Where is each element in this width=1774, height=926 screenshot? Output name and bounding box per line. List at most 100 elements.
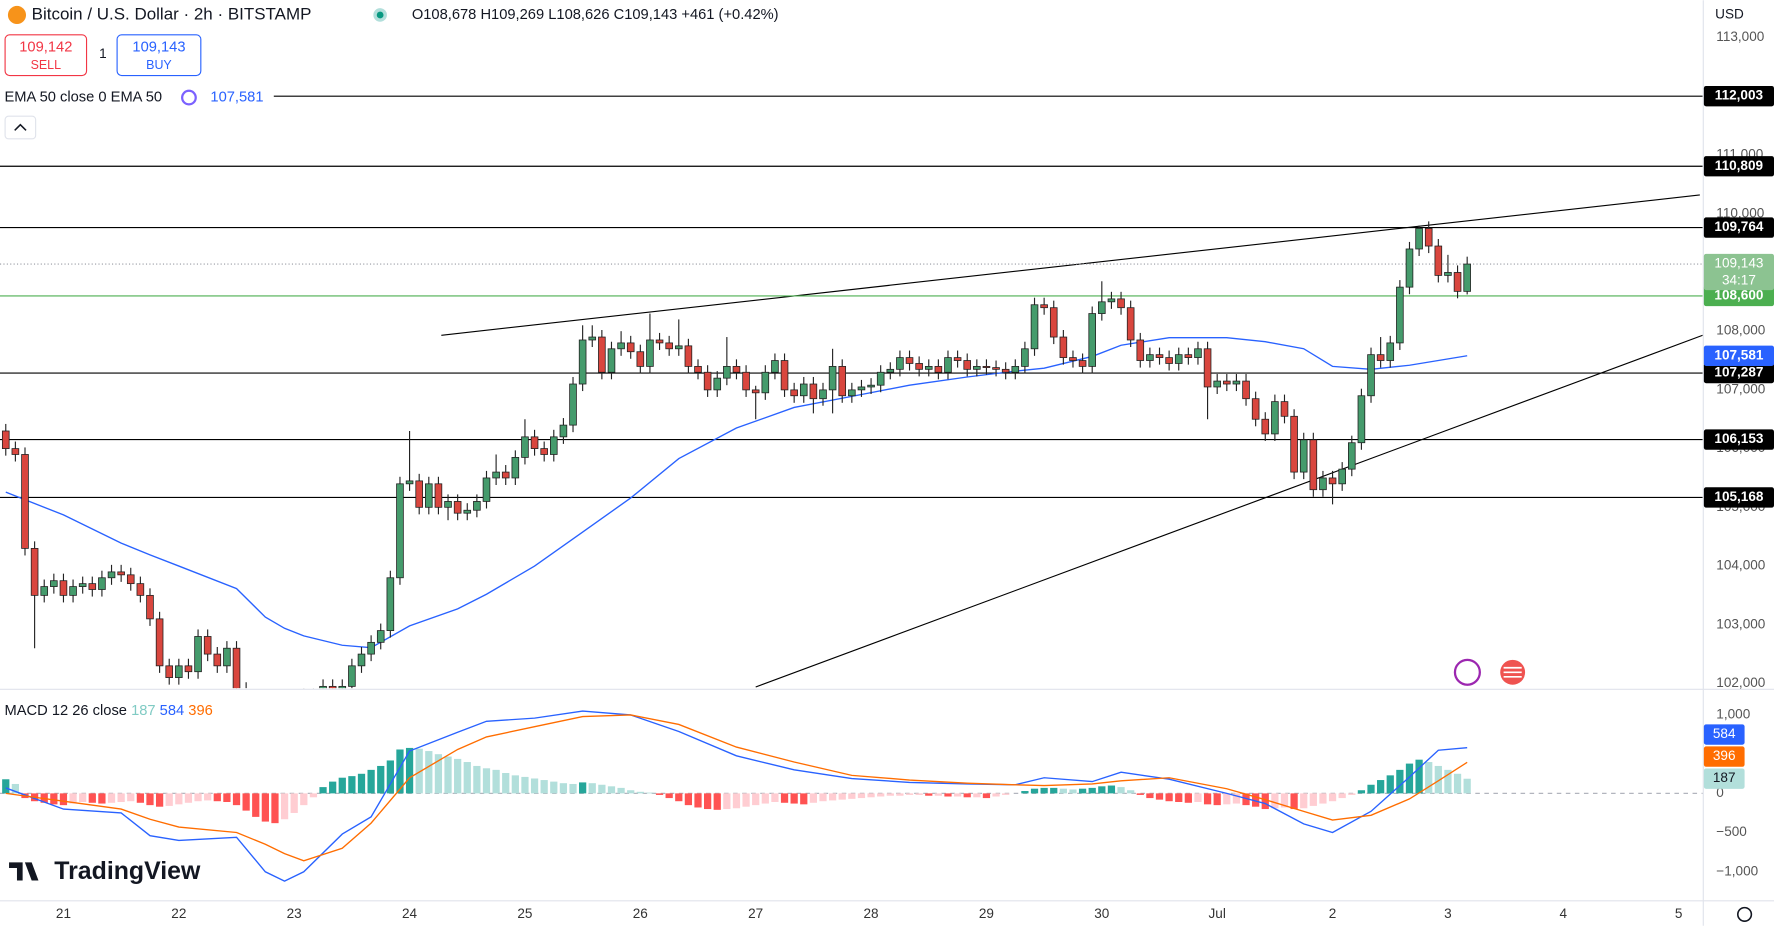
ema-legend: EMA 50 close 0 EMA 50 [5, 89, 163, 105]
header-bg [0, 0, 838, 30]
histogram-bar [1319, 793, 1327, 804]
price-pane [0, 95, 1703, 689]
candle-body [1011, 366, 1020, 373]
histogram-bar [1021, 791, 1029, 794]
histogram-bar [69, 793, 77, 804]
ideas-icon[interactable] [1453, 658, 1481, 686]
histogram-bar [1280, 793, 1289, 808]
histogram-bar [636, 791, 644, 794]
candle-body [992, 367, 1000, 370]
histogram-bar [761, 793, 769, 804]
candle-body [88, 583, 97, 590]
candle-body [1078, 360, 1087, 367]
candle-body [501, 471, 510, 479]
candle-body [1223, 380, 1231, 385]
candle-body [1030, 304, 1039, 350]
macd-line [5, 714, 1468, 862]
candle-body [607, 348, 616, 373]
buy-button[interactable] [116, 34, 202, 77]
candle-body [1126, 307, 1135, 341]
candle-body [165, 665, 174, 678]
candle-body [21, 454, 29, 549]
histogram-bar [386, 760, 394, 794]
histogram-bar [588, 783, 596, 794]
candle-body [203, 636, 212, 655]
candle-body [886, 368, 895, 373]
candle-body [1146, 354, 1154, 361]
histogram-bar [867, 793, 875, 798]
histogram-bar [502, 773, 510, 794]
histogram-bar [790, 793, 798, 804]
candle-body [1396, 286, 1404, 344]
candle-body [1040, 304, 1048, 309]
candle-body [1098, 301, 1106, 314]
candle-body [1415, 228, 1423, 250]
histogram-bar [617, 787, 625, 794]
histogram-bar [704, 793, 712, 810]
x-tick-label: 3 [1444, 906, 1452, 921]
histogram-bar [415, 748, 423, 794]
settings-icon[interactable] [1737, 906, 1753, 922]
histogram-bar [694, 793, 702, 808]
currency[interactable]: USD [1715, 7, 1744, 22]
y-tick-label: 104,000 [1716, 558, 1765, 573]
candle-body [1155, 354, 1164, 358]
candle-body [117, 571, 125, 576]
level-tag-label: 107,287 [1714, 365, 1763, 380]
y-tick-label: −500 [1716, 824, 1747, 839]
histogram-bar [848, 793, 856, 799]
histogram-bar [1078, 788, 1087, 794]
candle-body [175, 665, 183, 678]
buy-label: BUY [146, 58, 172, 72]
collapse-button[interactable] [4, 115, 37, 140]
candle-body [415, 480, 423, 508]
histogram-bar [146, 793, 154, 806]
histogram-bar [280, 793, 289, 820]
ema-line [5, 336, 1468, 649]
candle-body [944, 357, 952, 373]
candle-body [1203, 348, 1212, 388]
candle-body [588, 336, 597, 341]
sell-label: SELL [31, 58, 62, 72]
candle-body [357, 653, 366, 667]
histogram-bar [857, 793, 866, 799]
macd-line [5, 710, 1468, 882]
ohlc-value: 108,626 [556, 7, 609, 23]
candle-body [982, 366, 991, 368]
histogram-bar [155, 793, 164, 807]
candle-body [626, 342, 635, 353]
candle-body [924, 366, 933, 370]
sell-button[interactable] [4, 34, 88, 77]
x-tick-label: 24 [402, 906, 418, 921]
quantity: 1 [99, 46, 107, 61]
y-tick-label: 1,000 [1716, 707, 1750, 722]
candle-body [1328, 477, 1337, 485]
candle-body [1386, 342, 1395, 361]
histogram-bar [261, 793, 269, 822]
symbol-title[interactable]: Bitcoin / U.S. Dollar · 2h · BITSTAMP [32, 4, 312, 23]
candle-body [453, 501, 462, 514]
histogram-bar [1252, 793, 1260, 807]
candle-body [136, 583, 145, 596]
candle-body [578, 339, 587, 385]
y-tick-label: 107,000 [1716, 381, 1765, 396]
histogram-bar [819, 793, 827, 802]
candle-body [1117, 298, 1125, 309]
histogram-bar [713, 793, 721, 810]
candle-body [492, 471, 500, 479]
histogram-bar [1069, 789, 1077, 794]
histogram-bar [1194, 793, 1202, 802]
macd-tag-label: 187 [1713, 770, 1736, 785]
ema-settings-icon[interactable] [181, 89, 197, 106]
histogram-bar [11, 783, 20, 794]
candle-body [530, 436, 539, 449]
histogram-bar [232, 793, 241, 806]
histogram-bar [530, 778, 539, 794]
histogram-bar [1117, 787, 1125, 794]
x-tick-label: 26 [633, 906, 648, 921]
histogram-bar [1309, 793, 1317, 806]
candle-body [1165, 357, 1173, 364]
candle-body [511, 457, 520, 479]
market-status-dot [376, 11, 384, 19]
